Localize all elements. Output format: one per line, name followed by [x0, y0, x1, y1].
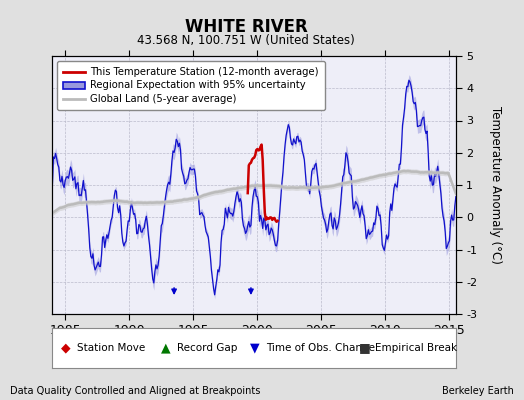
- Text: Time of Obs. Change: Time of Obs. Change: [266, 343, 375, 353]
- Text: Empirical Break: Empirical Break: [375, 343, 457, 353]
- Text: Berkeley Earth: Berkeley Earth: [442, 386, 514, 396]
- Text: ▼: ▼: [250, 342, 260, 354]
- Text: ▲: ▲: [161, 342, 171, 354]
- Text: WHITE RIVER: WHITE RIVER: [185, 18, 308, 36]
- Text: Station Move: Station Move: [77, 343, 145, 353]
- Text: ◆: ◆: [60, 342, 70, 354]
- Legend: This Temperature Station (12-month average), Regional Expectation with 95% uncer: This Temperature Station (12-month avera…: [58, 61, 325, 110]
- Text: 43.568 N, 100.751 W (United States): 43.568 N, 100.751 W (United States): [137, 34, 355, 47]
- Y-axis label: Temperature Anomaly (°C): Temperature Anomaly (°C): [488, 106, 501, 264]
- Text: Record Gap: Record Gap: [178, 343, 238, 353]
- Text: ■: ■: [359, 342, 371, 354]
- Text: Data Quality Controlled and Aligned at Breakpoints: Data Quality Controlled and Aligned at B…: [10, 386, 261, 396]
